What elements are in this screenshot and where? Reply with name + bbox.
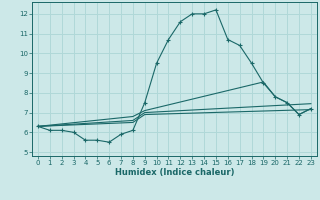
X-axis label: Humidex (Indice chaleur): Humidex (Indice chaleur)	[115, 168, 234, 177]
